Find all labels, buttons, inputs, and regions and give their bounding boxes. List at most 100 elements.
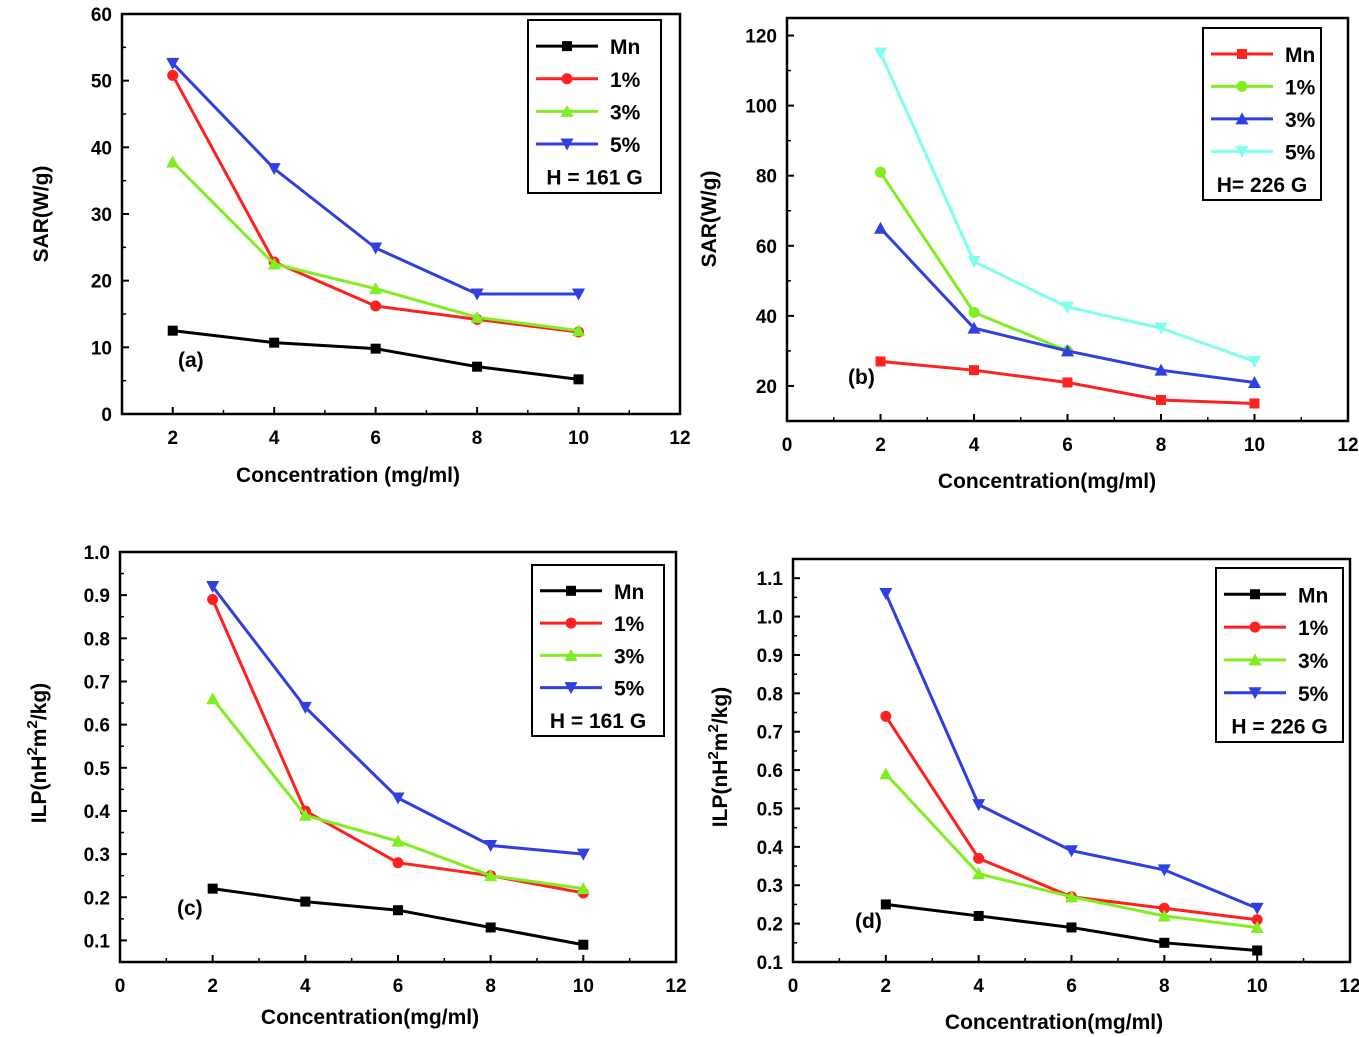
legend-entry: 3% [610, 101, 641, 124]
data-point [207, 593, 219, 605]
y-tick-label: 0 [101, 405, 112, 426]
data-point [484, 839, 498, 852]
legend-entry: 3% [1298, 650, 1329, 673]
y-tick-label: 0.9 [757, 646, 783, 667]
legend-entry: 5% [610, 134, 641, 157]
legend: Mn 1% 3% 5% H= 226 G [1202, 27, 1322, 201]
legend-swatch-marker [1250, 589, 1260, 600]
data-point [167, 69, 179, 81]
y-tick-label: 0.8 [84, 629, 110, 650]
legend-entry: 5% [1285, 141, 1316, 164]
legend-swatch-marker [566, 585, 576, 596]
data-point [967, 321, 981, 334]
legend-swatch-marker [1235, 112, 1249, 125]
panel-label: (a) [178, 349, 204, 372]
legend-swatch-marker [560, 138, 574, 151]
data-point [167, 325, 178, 336]
y-tick-label: 60 [91, 5, 112, 26]
series-3% [166, 155, 586, 337]
data-point [369, 282, 383, 295]
data-point [1062, 377, 1073, 388]
legend-swatch-marker [562, 41, 572, 52]
data-point [166, 57, 180, 70]
y-tick-label: 100 [745, 97, 777, 118]
panel-4: 0 2 4 6 8 10 12 0.1 0.2 0.3 0.4 0.5 0.6 0.7 0.8 0.9 1.0 1… [705, 557, 1359, 1034]
legend-entry: Mn [610, 36, 640, 59]
data-point [392, 857, 404, 869]
data-point [880, 710, 892, 722]
data-point [267, 257, 281, 270]
data-point [1158, 902, 1170, 914]
data-point [393, 905, 403, 916]
data-point [874, 47, 887, 60]
data-point [1157, 909, 1171, 922]
y-tick-label: 0.7 [757, 723, 783, 744]
y-tick-label: 0.3 [757, 876, 783, 897]
data-point [472, 361, 483, 372]
series-3% [874, 221, 1261, 388]
data-point [874, 221, 887, 234]
legend: Mn 1% 3% 5% H = 226 G [1215, 567, 1344, 743]
x-tick-label: 6 [1062, 435, 1073, 456]
legend-swatch-marker [560, 104, 574, 117]
data-point [1252, 945, 1263, 956]
data-point [370, 300, 382, 312]
y-tick-label: 0.1 [757, 953, 784, 974]
y-tick-label: 20 [91, 272, 112, 293]
x-tick-label: 4 [300, 976, 311, 997]
y-axis-label: SAR(W/g) [30, 166, 53, 263]
data-point [576, 882, 590, 895]
legend-entry: 5% [1298, 683, 1329, 706]
data-point [879, 767, 893, 780]
legend-entry: 5% [614, 678, 645, 701]
legend-box [527, 19, 662, 194]
data-point [1250, 902, 1264, 915]
legend-note: H = 161 G [550, 710, 646, 733]
data-point [1061, 344, 1074, 357]
data-point [207, 883, 218, 894]
series-line [211, 585, 584, 856]
panel-label: (b) [848, 366, 875, 389]
x-tick-label: 12 [1339, 976, 1359, 997]
y-axis-label: SAR(W/g) [698, 171, 721, 268]
data-point [1061, 301, 1074, 314]
data-point [875, 356, 886, 367]
data-point [1251, 914, 1263, 926]
data-point [1250, 920, 1264, 933]
data-point [968, 306, 980, 318]
y-tick-label: 40 [91, 138, 112, 159]
legend-swatch-marker [1248, 687, 1262, 700]
y-tick-label: 120 [745, 27, 777, 48]
y-tick-label: 0.2 [84, 888, 110, 909]
legend-entry: 1% [1298, 617, 1329, 640]
data-point [1249, 398, 1260, 409]
series-Mn [167, 325, 584, 385]
legend: Mn 1% 3% 5% H = 161 G [531, 564, 665, 737]
panel-3: 0 2 4 6 8 10 12 0.1 0.2 0.3 0.4 0.5 0.6 0.7 0.8 0.9 1.0 C… [24, 543, 687, 1029]
x-tick-label: 10 [573, 976, 594, 997]
legend-box [1202, 27, 1322, 201]
x-tick-label: 8 [472, 428, 483, 449]
series-5% [166, 57, 586, 301]
y-tick-label: 1.0 [84, 543, 110, 564]
x-tick-label: 0 [788, 976, 799, 997]
x-tick-label: 12 [1337, 435, 1358, 456]
x-tick-label: 4 [969, 435, 980, 456]
series-line [884, 592, 1258, 910]
series-line [884, 715, 1258, 922]
series-line [171, 62, 579, 296]
data-point [369, 242, 383, 255]
y-tick-label: 0.3 [84, 845, 110, 866]
x-tick-label: 10 [568, 428, 589, 449]
x-tick-label: 12 [669, 428, 690, 449]
x-tick-label: 2 [875, 435, 886, 456]
y-tick-label: 1.1 [757, 569, 784, 590]
series-1% [167, 69, 585, 338]
x-tick-label: 8 [485, 976, 496, 997]
data-point [1157, 864, 1171, 877]
x-axis-label: Concentration (mg/ml) [236, 464, 460, 487]
data-point [1065, 845, 1078, 858]
x-tick-label: 8 [1156, 435, 1167, 456]
data-point [572, 324, 586, 337]
x-tick-label: 6 [393, 976, 404, 997]
